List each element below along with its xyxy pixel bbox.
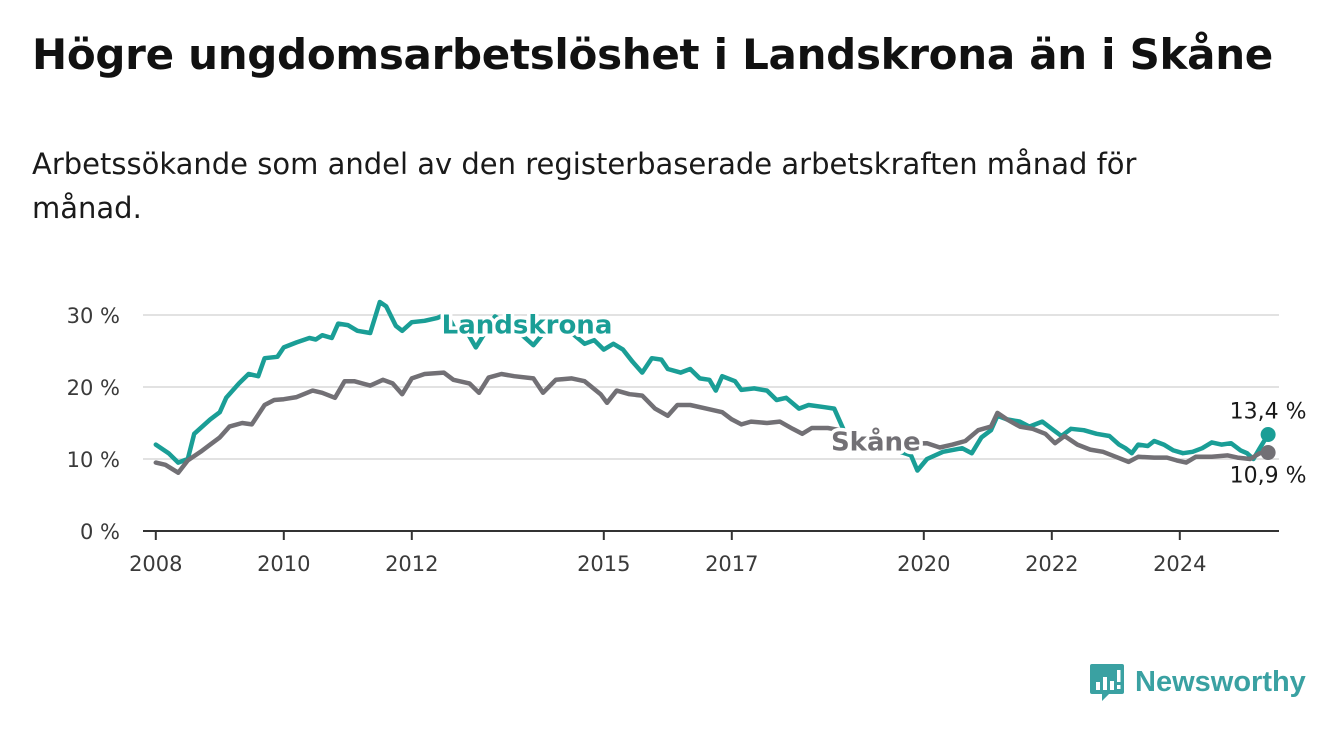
x-tick-label: 2017 [705, 552, 758, 576]
series-label-landskrona: Landskrona [442, 311, 613, 341]
end-value-landskrona: 13,4 % [1230, 400, 1307, 425]
chart-subtitle: Arbetssökande som andel av den registerb… [32, 147, 1137, 225]
line-chart: 0 % 10 % 20 % 30 % 2008 2010 2012 2015 2017 2020… [66, 299, 1309, 576]
y-tick-label: 0 % [80, 520, 120, 544]
endpoint-marker-landskrona [1260, 427, 1276, 443]
series-labels: Landskrona Skåne 13,4 % 10,9 % [438, 307, 1309, 491]
x-tick-label: 2010 [257, 552, 310, 576]
x-tick-label: 2008 [129, 552, 182, 576]
x-tick-label: 2024 [1153, 552, 1206, 576]
endpoint-marker-skane [1260, 445, 1276, 461]
series-line-skane [153, 370, 1271, 475]
series-label-skane: Skåne [831, 425, 921, 457]
x-axis: 2008 2010 2012 2015 2017 2020 2022 2024 [129, 530, 1279, 576]
series-line-landskrona [153, 299, 1271, 473]
end-value-skane: 10,9 % [1230, 464, 1307, 489]
y-tick-label: 20 % [67, 376, 120, 400]
newsworthy-logo-icon [1090, 664, 1124, 701]
brand-name: Newsworthy [1135, 665, 1306, 698]
y-axis: 0 % 10 % 20 % 30 % [67, 304, 120, 544]
brand-logo: Newsworthy [1089, 660, 1306, 704]
x-tick-label: 2022 [1025, 552, 1078, 576]
x-tick-label: 2015 [577, 552, 630, 576]
series-lines [153, 299, 1271, 475]
page-title: Högre ungdomsarbetslöshet i Landskrona ä… [32, 30, 1273, 79]
x-tick-label: 2012 [385, 552, 438, 576]
y-tick-label: 30 % [67, 304, 120, 328]
x-tick-label: 2020 [897, 552, 950, 576]
gridlines [143, 314, 1279, 460]
y-tick-label: 10 % [67, 448, 120, 472]
